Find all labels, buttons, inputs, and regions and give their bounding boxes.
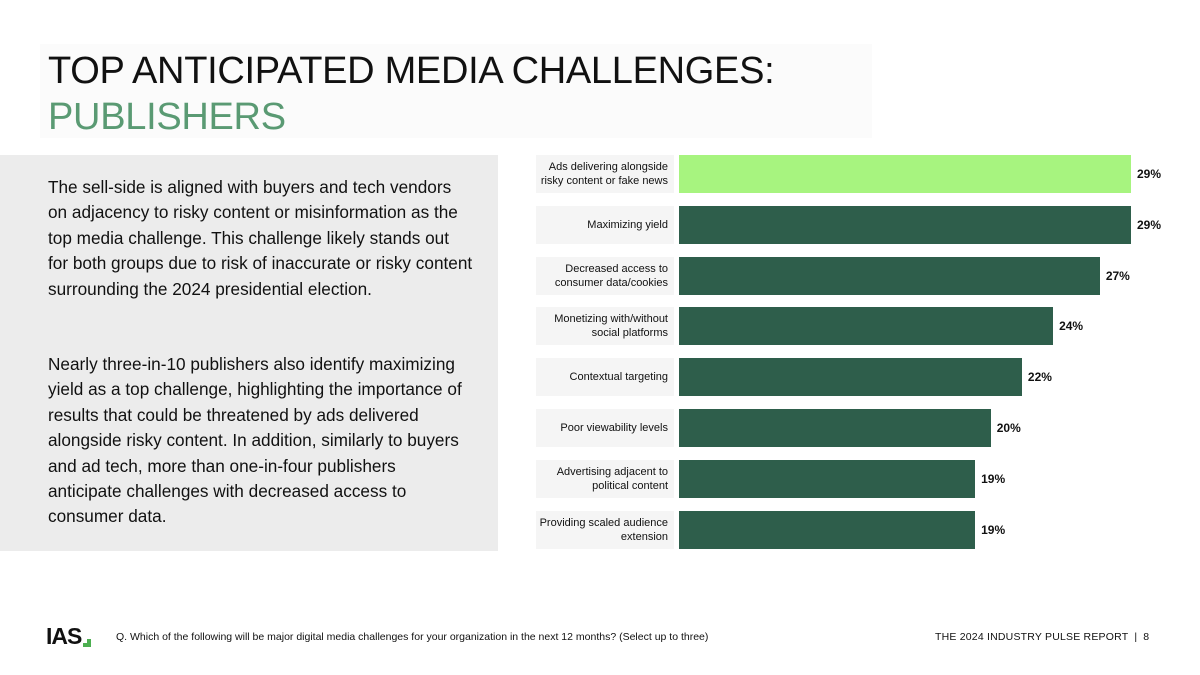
bar bbox=[679, 460, 976, 498]
body-paragraph-2: Nearly three-in-10 publishers also ident… bbox=[48, 354, 462, 527]
category-label: Providing scaled audience extension bbox=[539, 517, 668, 543]
category-label-background bbox=[536, 358, 674, 396]
bar bbox=[679, 307, 1054, 345]
value-label: 19% bbox=[981, 472, 1006, 486]
category-label-background bbox=[536, 206, 674, 244]
logo-text: IAS bbox=[46, 623, 82, 649]
bar bbox=[679, 409, 991, 447]
page-subtitle: PUBLISHERS bbox=[48, 96, 286, 138]
value-label: 19% bbox=[981, 523, 1006, 537]
bar bbox=[679, 257, 1100, 295]
category-label: Monetizing with/without social platforms bbox=[554, 313, 668, 339]
page-number: 8 bbox=[1143, 631, 1150, 643]
category-label-background bbox=[536, 511, 674, 549]
body-paragraph-1: The sell-side is aligned with buyers and… bbox=[48, 177, 473, 299]
category-label-background bbox=[536, 307, 674, 345]
ias-logo: IAS bbox=[46, 623, 92, 650]
logo-mark-icon bbox=[83, 639, 92, 647]
bar bbox=[679, 155, 1131, 193]
category-label: Ads delivering alongside risky content o… bbox=[540, 161, 668, 187]
value-label: 29% bbox=[1137, 167, 1162, 181]
category-label-background bbox=[536, 257, 674, 295]
page-title: TOP ANTICIPATED MEDIA CHALLENGES: bbox=[48, 50, 775, 92]
value-label: 22% bbox=[1027, 370, 1052, 384]
category-label-background bbox=[536, 460, 674, 498]
category-label: Contextual targeting bbox=[569, 371, 668, 383]
category-label: Poor viewability levels bbox=[560, 422, 668, 434]
report-footer: THE 2024 INDUSTRY PULSE REPORT | 8 bbox=[935, 631, 1149, 643]
title-background bbox=[40, 44, 872, 138]
survey-question: Q. Which of the following will be major … bbox=[116, 631, 709, 643]
category-label: Decreased access to consumer data/cookie… bbox=[554, 263, 668, 289]
bar bbox=[679, 358, 1022, 396]
value-label: 20% bbox=[996, 421, 1021, 435]
footer-separator: | bbox=[1134, 631, 1138, 643]
value-label: 29% bbox=[1137, 218, 1162, 232]
text-panel bbox=[0, 155, 498, 551]
category-label: Advertising adjacent to political conten… bbox=[556, 466, 668, 492]
category-label-background bbox=[536, 155, 674, 193]
bar bbox=[679, 511, 976, 549]
report-title: THE 2024 INDUSTRY PULSE REPORT bbox=[935, 631, 1129, 643]
value-label: 27% bbox=[1105, 269, 1130, 283]
value-label: 24% bbox=[1059, 319, 1084, 333]
category-label: Maximizing yield bbox=[587, 219, 668, 231]
bar bbox=[679, 206, 1131, 244]
category-label-background bbox=[536, 409, 674, 447]
